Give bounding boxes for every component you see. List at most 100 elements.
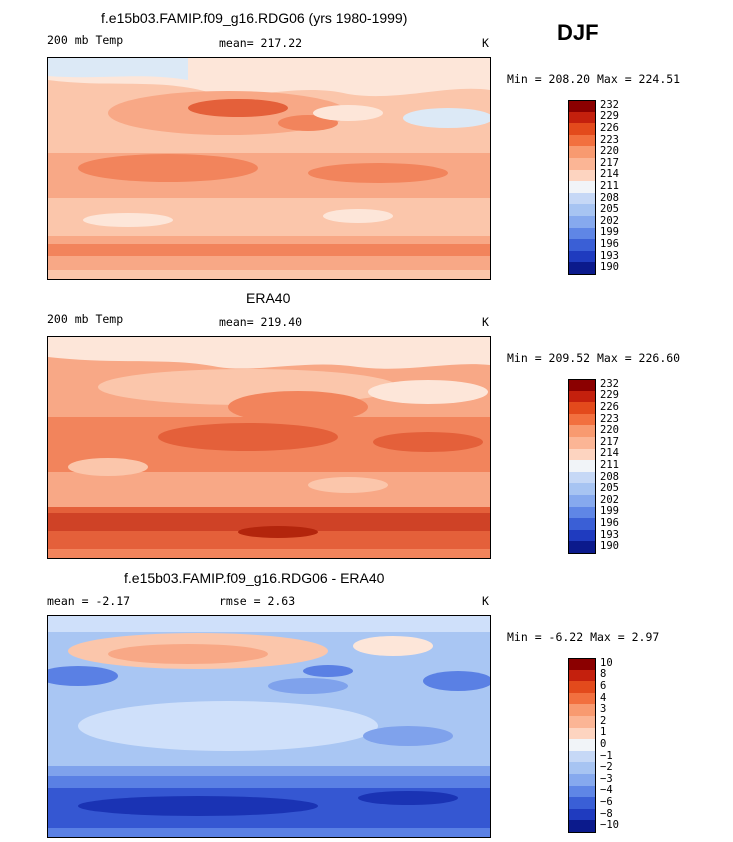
colorbar-level-label: 223 xyxy=(600,133,619,146)
colorbar-level-label: −10 xyxy=(600,819,619,832)
colorbar-level-label: 6 xyxy=(600,680,607,692)
colorbar-level-label: 214 xyxy=(600,168,619,181)
colorbar-swatch xyxy=(568,681,596,693)
panel-1-colorbar: 232 229 226 223 220 217 214 211 208 205 202 199 196 1… xyxy=(568,98,628,275)
colorbar-swatch xyxy=(568,808,596,821)
colorbar-level-label: 211 xyxy=(600,180,619,192)
panel-3-colorbar: 10 8 6 4 3 2 1 0 −1 −2 −3 −4 −6 −8 −10 xyxy=(568,656,628,833)
panel-2-minmax: Min = 209.52 Max = 226.60 xyxy=(507,351,681,365)
colorbar-level-label: −6 xyxy=(600,796,613,808)
colorbar-swatch xyxy=(568,785,596,798)
colorbar-swatch xyxy=(568,820,596,833)
colorbar-level-label: −3 xyxy=(600,772,613,785)
colorbar-level-label: 199 xyxy=(600,505,619,518)
panel-1-minmax: Min = 208.20 Max = 224.51 xyxy=(507,72,681,86)
colorbar-swatch xyxy=(568,739,596,751)
colorbar-swatch xyxy=(568,506,596,519)
colorbar-swatch xyxy=(568,529,596,542)
colorbar-level-label: 196 xyxy=(600,238,619,250)
panel-2-colorbar: 232 229 226 223 220 217 214 211 208 205 202 199 196 1… xyxy=(568,377,628,554)
colorbar-level-label: 190 xyxy=(600,261,619,274)
colorbar-level-label: −8 xyxy=(600,807,613,820)
colorbar-level-label: 208 xyxy=(600,191,619,204)
panel-3-rmse-label: rmse = 2.63 xyxy=(219,594,296,608)
colorbar-swatch xyxy=(568,390,596,403)
panel-3-contour-field xyxy=(48,616,490,837)
colorbar-swatch xyxy=(568,437,596,449)
colorbar-level-label: 205 xyxy=(600,203,619,216)
colorbar-swatch xyxy=(568,239,596,251)
colorbar-level-label: 217 xyxy=(600,435,619,448)
colorbar-level-label: 229 xyxy=(600,389,619,402)
colorbar-swatch xyxy=(568,100,596,113)
colorbar-swatch xyxy=(568,402,596,414)
colorbar-level-label: 214 xyxy=(600,447,619,460)
colorbar-level-label: 2 xyxy=(600,714,607,727)
colorbar-swatch xyxy=(568,204,596,216)
colorbar-swatch xyxy=(568,727,596,740)
colorbar-swatch xyxy=(568,146,596,158)
colorbar-level-label: 232 xyxy=(600,98,619,111)
colorbar-level-label: 196 xyxy=(600,517,619,529)
panel-3-title: f.e15b03.FAMIP.f09_g16.RDG06 - ERA40 xyxy=(124,570,385,586)
colorbar-swatch xyxy=(568,704,596,716)
colorbar-swatch xyxy=(568,123,596,135)
panel-3-units-label: K xyxy=(482,594,489,608)
colorbar-swatch xyxy=(568,181,596,193)
colorbar-level-label: 193 xyxy=(600,249,619,262)
colorbar-swatch xyxy=(568,471,596,484)
colorbar-level-label: 232 xyxy=(600,377,619,390)
colorbar-level-label: −4 xyxy=(600,784,613,797)
colorbar-swatch xyxy=(568,111,596,124)
colorbar-swatch xyxy=(568,413,596,426)
colorbar-level-label: 10 xyxy=(600,656,613,669)
colorbar-level-label: 193 xyxy=(600,528,619,541)
colorbar-level-label: 223 xyxy=(600,412,619,425)
panel-2-mean-label: mean= 219.40 xyxy=(219,315,303,329)
panel-2-units-label: K xyxy=(482,315,489,329)
panel-3-minmax: Min = -6.22 Max = 2.97 xyxy=(507,630,660,644)
season-label: DJF xyxy=(557,20,599,45)
panel-3-mean-label: mean = -2.17 xyxy=(47,594,131,608)
colorbar-swatch xyxy=(568,250,596,263)
colorbar-level-label: 205 xyxy=(600,482,619,495)
colorbar-level-label: 226 xyxy=(600,122,619,134)
colorbar-swatch xyxy=(568,169,596,182)
colorbar-swatch xyxy=(568,658,596,671)
panel-3-map xyxy=(47,615,491,838)
colorbar-level-label: 202 xyxy=(600,493,619,506)
colorbar-swatch xyxy=(568,192,596,205)
colorbar-level-label: 199 xyxy=(600,226,619,239)
colorbar-swatch xyxy=(568,797,596,809)
colorbar-swatch xyxy=(568,774,596,786)
colorbar-level-label: −2 xyxy=(600,761,613,774)
colorbar-level-label: 202 xyxy=(600,214,619,227)
panel-2-contour-field xyxy=(48,337,490,558)
colorbar-level-label: 0 xyxy=(600,738,607,750)
colorbar-level-label: 226 xyxy=(600,401,619,413)
colorbar-level-label: 190 xyxy=(600,540,619,553)
colorbar-level-label: 211 xyxy=(600,459,619,471)
colorbar-swatch xyxy=(568,750,596,763)
colorbar-level-label: 8 xyxy=(600,668,607,681)
colorbar-swatch xyxy=(568,541,596,554)
panel-1-map xyxy=(47,57,491,280)
colorbar-level-label: 3 xyxy=(600,703,607,716)
panel-1-title: f.e15b03.FAMIP.f09_g16.RDG06 (yrs 1980-1… xyxy=(101,10,408,26)
colorbar-swatch xyxy=(568,483,596,495)
colorbar-swatch xyxy=(568,495,596,507)
colorbar-swatch xyxy=(568,425,596,437)
panel-1-variable-label: 200 mb Temp xyxy=(47,33,124,47)
colorbar-swatch xyxy=(568,158,596,170)
panel-2-map xyxy=(47,336,491,559)
colorbar-swatch xyxy=(568,262,596,275)
colorbar-swatch xyxy=(568,460,596,472)
colorbar-level-label: 220 xyxy=(600,145,619,158)
colorbar-swatch xyxy=(568,227,596,240)
colorbar-swatch xyxy=(568,692,596,705)
colorbar-swatch xyxy=(568,518,596,530)
colorbar-level-label: 229 xyxy=(600,110,619,123)
colorbar-swatch xyxy=(568,134,596,147)
colorbar-level-label: 217 xyxy=(600,156,619,169)
panel-1-units-label: K xyxy=(482,36,489,50)
